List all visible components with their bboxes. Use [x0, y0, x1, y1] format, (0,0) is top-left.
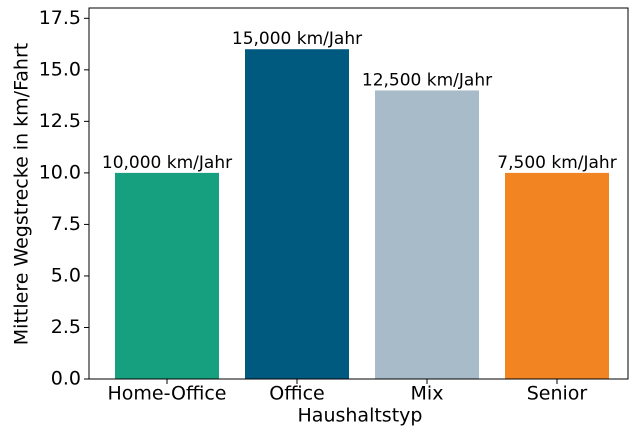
y-tick-label: 10.0: [39, 161, 81, 183]
y-tick-label: 12.5: [39, 110, 81, 132]
x-tick-label: Home-Office: [108, 383, 227, 405]
y-tick-label: 0.0: [51, 368, 81, 390]
y-axis-label: Mittlere Wegstrecke in km/Fahrt: [11, 43, 33, 345]
bar: [375, 90, 479, 379]
y-tick-label: 5.0: [51, 264, 81, 286]
bar: [505, 172, 609, 379]
x-axis-label: Haushaltstyp: [298, 405, 423, 427]
annotation: 12,500 km/Jahr: [362, 70, 492, 90]
y-tick-label: 7.5: [51, 213, 81, 235]
plot-frame: [88, 7, 629, 380]
x-tick-label: Office: [269, 383, 324, 405]
bar: [115, 172, 219, 379]
annotation: 7,500 km/Jahr: [497, 153, 616, 173]
annotation: 15,000 km/Jahr: [232, 29, 362, 49]
y-tick-label: 15.0: [39, 58, 81, 80]
x-tick-label: Senior: [527, 383, 588, 405]
y-tick-label: 17.5: [39, 7, 81, 29]
x-tick-label: Mix: [411, 383, 444, 405]
y-tick-label: 2.5: [51, 316, 81, 338]
annotation: 10,000 km/Jahr: [102, 153, 232, 173]
bar: [245, 49, 349, 379]
